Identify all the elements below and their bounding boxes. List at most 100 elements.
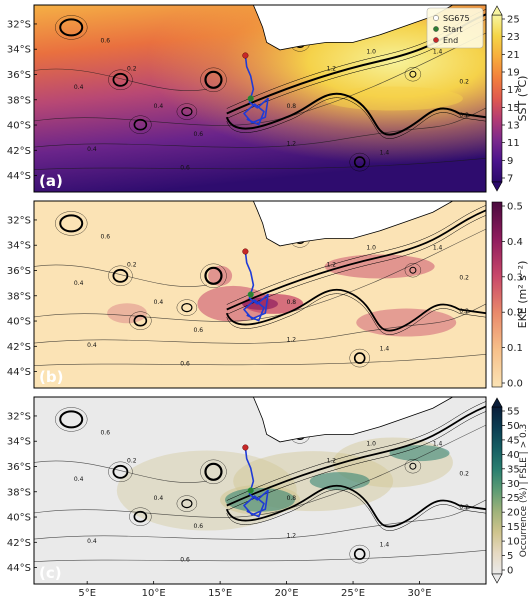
colorbar-tick-label: 15 xyxy=(507,522,520,533)
lon-tick-label: 25°E xyxy=(341,588,365,599)
colorbar-tick-label: 9 xyxy=(507,156,513,167)
africa-landmass xyxy=(252,397,454,443)
colorbar-title: SST (°C) xyxy=(516,76,529,122)
colorbar-tick-label: 30 xyxy=(507,479,520,490)
lat-tick-label: 44°S xyxy=(7,171,31,182)
colorbar-tick-label: 50 xyxy=(507,421,520,432)
contour-label: 0.6 xyxy=(100,429,110,436)
colorbar-tick-label: 0 xyxy=(507,566,513,577)
map-panel-c: 0.6 0.4 0.2 0.4 0.6 0.8 1.0 1.2 1.4 0.2 0.4 0.6 1.2 1… xyxy=(34,397,486,584)
end-marker xyxy=(242,444,249,451)
contour-label: 1.4 xyxy=(380,542,390,549)
contour-label: 1.0 xyxy=(366,441,376,448)
colorbar-tick-label: 13 xyxy=(507,121,520,132)
contour-label: 0.4 xyxy=(74,280,84,287)
contour-label: 0.2 xyxy=(459,275,469,282)
panel-frame xyxy=(33,200,487,389)
panel-frame xyxy=(33,396,487,585)
colorbar-tick-label: 15 xyxy=(507,103,520,114)
contour-label: 0.2 xyxy=(127,261,137,268)
lat-tick-label: 38°S xyxy=(7,95,31,106)
contour-label: 1.2 xyxy=(287,532,297,539)
contour-label: 0.8 xyxy=(287,299,297,306)
contour-label: 0.2 xyxy=(459,112,469,119)
colorbar-tick-label: 0.1 xyxy=(507,343,523,354)
contour-label: 0.4 xyxy=(87,538,97,545)
panel-label: (b) xyxy=(39,368,63,386)
contour-label: 0.4 xyxy=(154,299,164,306)
lat-tick-label: 32°S xyxy=(7,215,31,226)
lon-tick-label: 20°E xyxy=(275,588,299,599)
colorbar-tick-label: 5 xyxy=(507,551,513,562)
legend-label: Start xyxy=(443,25,463,34)
legend-marker xyxy=(433,15,439,21)
lat-tick-label: 38°S xyxy=(7,487,31,498)
lat-tick-label: 34°S xyxy=(7,45,31,56)
start-marker xyxy=(247,291,254,298)
contour-label: 0.6 xyxy=(180,361,190,368)
lat-tick-label: 40°S xyxy=(7,317,31,328)
contour-label: 0.6 xyxy=(194,523,204,530)
contour-label: 1.4 xyxy=(380,346,390,353)
colorbar-tick-label: 0.5 xyxy=(507,202,523,213)
legend-label: SG675 xyxy=(443,14,470,23)
contour-label: 1.0 xyxy=(366,245,376,252)
panel-label: (c) xyxy=(39,564,62,582)
contour-label: 1.2 xyxy=(326,66,336,73)
contour-label: 0.6 xyxy=(100,37,110,44)
lat-tick-label: 32°S xyxy=(7,411,31,422)
panel-label: (a) xyxy=(39,172,63,190)
contour-label: 1.2 xyxy=(326,261,336,268)
lat-tick-label: 32°S xyxy=(7,19,31,30)
contour-label: 1.0 xyxy=(366,49,376,56)
end-marker xyxy=(242,52,249,59)
end-marker xyxy=(242,248,249,255)
colorbar-tick-label: 21 xyxy=(507,50,520,61)
lat-tick-label: 40°S xyxy=(7,513,31,524)
colorbar-tick-label: 20 xyxy=(507,508,520,519)
lat-tick-label: 44°S xyxy=(7,563,31,574)
colorbar-tick-label: 0.3 xyxy=(507,272,523,283)
glider-track xyxy=(243,251,269,322)
lat-tick-label: 42°S xyxy=(7,342,31,353)
contour-label: 0.2 xyxy=(127,457,137,464)
lat-tick-label: 40°S xyxy=(7,121,31,132)
colorbar-tick-label: 25 xyxy=(507,493,520,504)
map-panel-b: 0.6 0.4 0.2 0.4 0.6 0.8 1.0 1.2 1.4 0.2 0.4 0.6 1.2 1… xyxy=(34,201,486,388)
colorbar-c xyxy=(491,406,503,575)
colorbar-title: EKE (m² s⁻²) xyxy=(516,261,529,329)
legend-label: End xyxy=(443,36,458,45)
contour-label: 0.6 xyxy=(100,233,110,240)
start-marker xyxy=(247,487,254,494)
colorbar-tick-label: 17 xyxy=(507,85,520,96)
lon-tick-label: 15°E xyxy=(208,588,232,599)
lat-tick-label: 42°S xyxy=(7,146,31,157)
contour-label: 0.6 xyxy=(180,557,190,564)
colorbar-tick-label: 25 xyxy=(507,15,520,26)
contour-label: 0.8 xyxy=(287,103,297,110)
contour-label: 0.2 xyxy=(459,308,469,315)
legend-marker xyxy=(433,26,439,32)
lat-tick-label: 38°S xyxy=(7,291,31,302)
contour-label: 1.4 xyxy=(433,441,443,448)
contour-label: 0.4 xyxy=(74,476,84,483)
lat-tick-label: 44°S xyxy=(7,367,31,378)
colorbar-tick-label: 40 xyxy=(507,450,520,461)
lat-tick-label: 36°S xyxy=(7,462,31,473)
contour-label: 0.2 xyxy=(459,79,469,86)
colorbar-tick-label: 23 xyxy=(507,32,520,43)
contour-label: 0.6 xyxy=(194,327,204,334)
colorbar-a xyxy=(491,14,503,183)
contour-label: 0.4 xyxy=(154,495,164,502)
contour-label: 0.2 xyxy=(127,66,137,73)
colorbar-tick-label: 7 xyxy=(507,174,513,185)
legend-marker xyxy=(433,37,439,43)
colorbar-tick-label: 0.2 xyxy=(507,308,523,319)
contour-label: 1.2 xyxy=(287,140,297,147)
lat-tick-label: 34°S xyxy=(7,437,31,448)
map-panel-a: 0.6 0.4 0.2 0.4 0.6 0.8 1.0 1.2 1.4 0.2 0.4 0.6 1.2 1… xyxy=(34,5,486,192)
panel-frame xyxy=(33,4,487,193)
glider-track xyxy=(243,447,269,518)
contour-label: 0.4 xyxy=(74,84,84,91)
